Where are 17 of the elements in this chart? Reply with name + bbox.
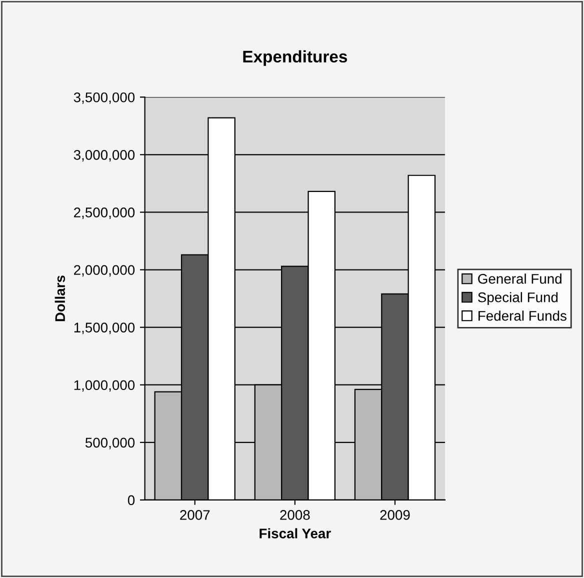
y-tick-label: 3,500,000 [74, 92, 135, 104]
legend-label: General Fund [478, 274, 562, 284]
y-tick-label: 2,000,000 [74, 265, 135, 277]
y-tick-label: 1,500,000 [74, 322, 135, 334]
y-tick-label: 1,000,000 [74, 380, 135, 392]
x-tick-label: 2009 [380, 510, 410, 520]
y-tick-label: 3,000,000 [74, 150, 135, 162]
x-tick-label: 2008 [280, 510, 310, 520]
legend-label: Federal Funds [478, 310, 566, 321]
y-tick-label: 500,000 [85, 438, 135, 450]
chart-title: Expenditures [243, 50, 348, 66]
x-tick-label: 2007 [180, 510, 210, 520]
y-tick-label: 2,500,000 [74, 208, 135, 220]
legend-label: Special Fund [478, 292, 558, 306]
y-tick-label: 0 [128, 495, 135, 506]
y-axis-title: Dollars [54, 276, 66, 322]
x-axis-title: Fiscal Year [260, 528, 331, 538]
